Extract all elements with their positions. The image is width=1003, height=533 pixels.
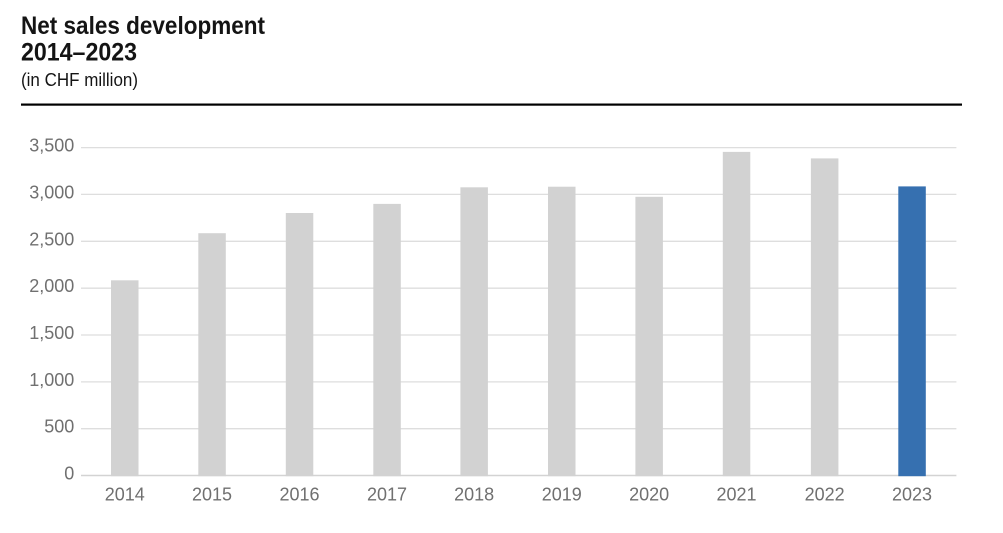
svg-text:2020: 2020 — [629, 485, 669, 505]
svg-text:2019: 2019 — [542, 485, 582, 505]
svg-text:2022: 2022 — [805, 485, 845, 505]
svg-text:1,000: 1,000 — [29, 370, 74, 390]
svg-text:2,500: 2,500 — [29, 229, 74, 249]
svg-text:3,500: 3,500 — [29, 136, 74, 156]
svg-text:(in CHF million): (in CHF million) — [21, 70, 138, 90]
svg-text:2014–2023: 2014–2023 — [21, 39, 137, 67]
svg-text:1,500: 1,500 — [29, 323, 74, 343]
svg-text:2021: 2021 — [717, 485, 757, 505]
svg-text:3,000: 3,000 — [29, 182, 74, 202]
svg-text:0: 0 — [64, 464, 74, 484]
svg-text:2018: 2018 — [454, 485, 494, 505]
svg-text:2016: 2016 — [280, 485, 320, 505]
svg-text:2023: 2023 — [892, 485, 932, 505]
svg-text:2014: 2014 — [105, 485, 145, 505]
svg-text:500: 500 — [44, 417, 74, 437]
svg-text:2015: 2015 — [192, 485, 232, 505]
svg-text:Net sales development: Net sales development — [21, 12, 266, 40]
svg-text:2,000: 2,000 — [29, 276, 74, 296]
svg-text:2017: 2017 — [367, 485, 407, 505]
